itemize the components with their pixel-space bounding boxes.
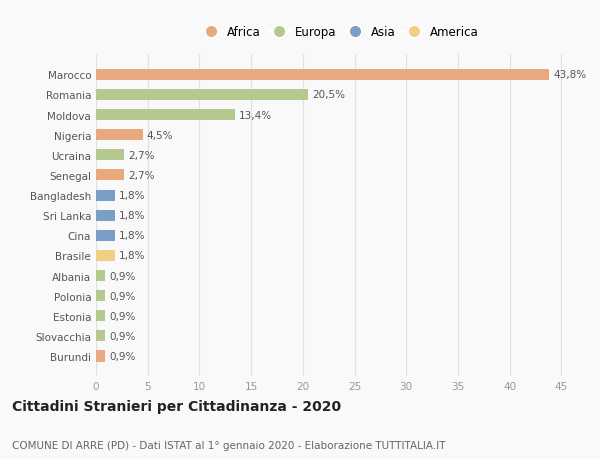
Text: 0,9%: 0,9% xyxy=(109,331,136,341)
Text: 20,5%: 20,5% xyxy=(312,90,345,100)
Text: COMUNE DI ARRE (PD) - Dati ISTAT al 1° gennaio 2020 - Elaborazione TUTTITALIA.IT: COMUNE DI ARRE (PD) - Dati ISTAT al 1° g… xyxy=(12,440,445,450)
Text: 13,4%: 13,4% xyxy=(239,110,272,120)
Text: 0,9%: 0,9% xyxy=(109,351,136,361)
Bar xyxy=(96,311,106,322)
Text: 2,7%: 2,7% xyxy=(128,151,155,161)
Bar xyxy=(96,70,549,81)
Bar xyxy=(96,230,115,241)
Text: 43,8%: 43,8% xyxy=(553,70,586,80)
Bar xyxy=(96,351,106,362)
Bar xyxy=(96,190,115,201)
Bar xyxy=(96,330,106,341)
Text: 0,9%: 0,9% xyxy=(109,271,136,281)
Text: 1,8%: 1,8% xyxy=(119,231,145,241)
Text: 1,8%: 1,8% xyxy=(119,251,145,261)
Text: Cittadini Stranieri per Cittadinanza - 2020: Cittadini Stranieri per Cittadinanza - 2… xyxy=(12,399,341,413)
Text: 1,8%: 1,8% xyxy=(119,211,145,221)
Bar xyxy=(96,150,124,161)
Bar xyxy=(96,130,143,141)
Text: 0,9%: 0,9% xyxy=(109,311,136,321)
Bar xyxy=(96,291,106,302)
Text: 2,7%: 2,7% xyxy=(128,171,155,180)
Bar xyxy=(96,250,115,262)
Bar xyxy=(96,90,308,101)
Text: 4,5%: 4,5% xyxy=(146,130,173,140)
Bar xyxy=(96,110,235,121)
Text: 1,8%: 1,8% xyxy=(119,190,145,201)
Bar xyxy=(96,210,115,221)
Bar xyxy=(96,270,106,281)
Legend: Africa, Europa, Asia, America: Africa, Europa, Asia, America xyxy=(196,22,482,42)
Text: 0,9%: 0,9% xyxy=(109,291,136,301)
Bar xyxy=(96,170,124,181)
